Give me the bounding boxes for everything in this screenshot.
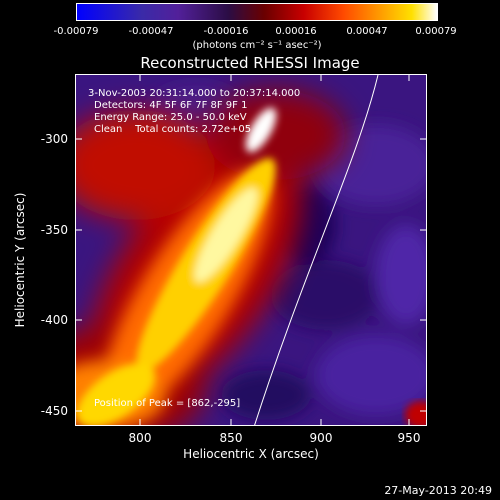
colorbar-tick: 0.00079: [415, 26, 457, 37]
red-spot: [405, 401, 426, 425]
footer-date: 27-May-2013 20:49: [384, 484, 492, 497]
solar-image-svg: [76, 75, 426, 425]
y-tick: -400: [40, 313, 68, 327]
colorbar-tick: -0.00047: [128, 26, 174, 37]
peak-position: Position of Peak = [862,-295]: [94, 398, 241, 409]
time-range: 3-Nov-2003 20:31:14.000 to 20:37:14.000: [88, 88, 301, 99]
colorbar-tick: -0.00079: [53, 26, 99, 37]
colorbar-tick: 0.00016: [275, 26, 317, 37]
x-tick: 900: [309, 431, 333, 445]
colorbar-units: (photons cm⁻² s⁻¹ asec⁻²): [192, 40, 322, 51]
x-tick: 850: [219, 431, 243, 445]
x-tick: 950: [397, 431, 421, 445]
solar-image: [75, 74, 427, 426]
bright-ridge: [77, 107, 277, 425]
y-axis-label: Heliocentric Y (arcsec): [13, 192, 27, 328]
energy-range: Energy Range: 25.0 - 50.0 keV: [94, 112, 247, 123]
y-tick: -450: [40, 404, 68, 418]
solar-limb: [254, 75, 379, 425]
colorbar-tick: -0.00016: [203, 26, 249, 37]
y-tick: -350: [40, 223, 68, 237]
x-tick: 800: [128, 431, 152, 445]
clean-counts: Clean Total counts: 2.72e+05: [94, 124, 252, 135]
x-axis-label: Heliocentric X (arcsec): [183, 447, 319, 461]
colorbar-tick: 0.00047: [346, 26, 388, 37]
y-tick: -300: [40, 132, 68, 146]
colorbar: [76, 3, 438, 21]
plot-title: Reconstructed RHESSI Image: [140, 54, 360, 72]
detectors: Detectors: 4F 5F 6F 7F 8F 9F 1: [94, 100, 248, 111]
